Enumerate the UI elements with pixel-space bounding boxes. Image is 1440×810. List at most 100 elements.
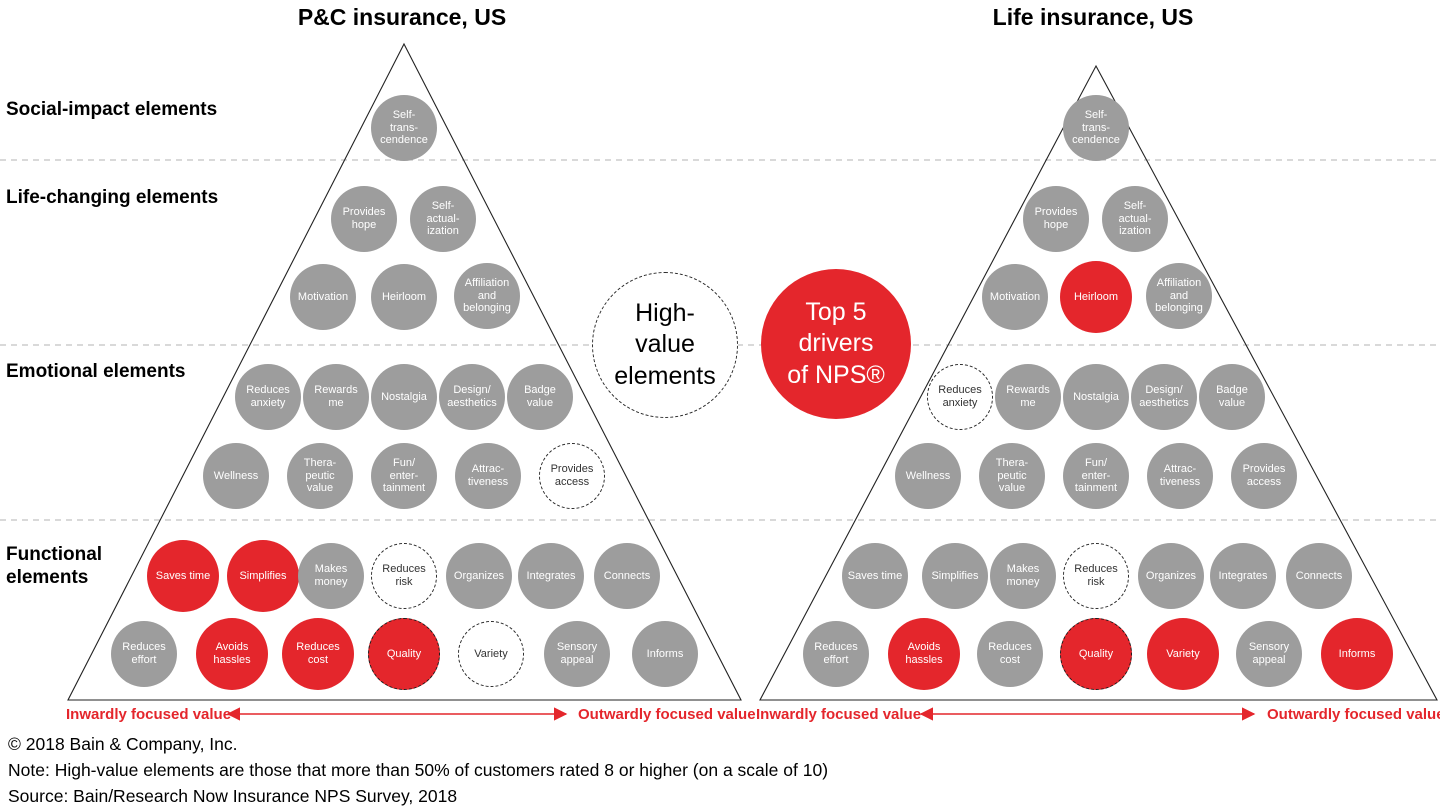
element-label: Quality — [386, 647, 422, 660]
pnc-element-avoids-hassles: Avoids hassles — [196, 618, 268, 690]
element-label: Organizes — [1145, 569, 1197, 582]
life-element-reduces-effort: Reduces effort — [803, 621, 869, 687]
life-element-organizes: Organizes — [1138, 543, 1204, 609]
element-label: Provides hope — [1034, 206, 1078, 231]
element-label: Motivation — [297, 290, 349, 303]
pnc-element-badge-value: Badge value — [507, 364, 573, 430]
element-label: Avoids hassles — [213, 641, 251, 666]
element-label: Badge value — [524, 384, 556, 409]
element-label: Reduces cost — [296, 641, 340, 666]
legend-high-value-elements: High- value elements — [592, 272, 738, 418]
pnc-inward-value-label: Inwardly focused value — [66, 706, 232, 723]
element-label: Reduces risk — [382, 563, 426, 588]
life-element-saves-time: Saves time — [842, 543, 908, 609]
life-element-avoids-hassles: Avoids hassles — [888, 618, 960, 690]
life-element-fun-entertainment: Fun/ enter- tainment — [1063, 443, 1129, 509]
element-label: Thera- peutic value — [995, 456, 1029, 495]
element-label: Saves time — [847, 569, 903, 582]
row-label-functional: Functional elements — [6, 544, 103, 588]
life-element-provides-hope: Provides hope — [1023, 186, 1089, 252]
life-element-self-transcendence: Self- trans- cendence — [1063, 95, 1129, 161]
life-element-simplifies: Simplifies — [922, 543, 988, 609]
element-label: Heirloom — [381, 290, 426, 303]
pnc-pyramid-outline — [67, 42, 742, 701]
element-label: Integrates — [1218, 569, 1268, 582]
pnc-element-therapeutic-value: Thera- peutic value — [287, 443, 353, 509]
copyright-line: © 2018 Bain & Company, Inc. — [8, 734, 238, 754]
life-element-sensory-appeal: Sensory appeal — [1236, 621, 1302, 687]
pnc-element-sensory-appeal: Sensory appeal — [544, 621, 610, 687]
pnc-element-wellness: Wellness — [203, 443, 269, 509]
element-label: Self- actual- ization — [426, 199, 460, 238]
life-element-quality: Quality — [1060, 618, 1132, 690]
element-label: Reduces cost — [988, 641, 1032, 666]
pnc-element-reduces-effort: Reduces effort — [111, 621, 177, 687]
element-label: Variety — [1166, 647, 1200, 660]
pnc-element-organizes: Organizes — [446, 543, 512, 609]
element-label: Self- trans- cendence — [380, 108, 428, 147]
element-label: Self- trans- cendence — [1072, 108, 1120, 147]
element-label: Informs — [646, 647, 684, 660]
element-label: Connects — [603, 569, 651, 582]
life-element-affiliation: Affiliation and belonging — [1146, 263, 1212, 329]
pnc-element-design-aesthetics: Design/ aesthetics — [439, 364, 505, 430]
element-label: Nostalgia — [381, 390, 427, 403]
element-label: Avoids hassles — [905, 641, 943, 666]
life-element-rewards-me: Rewards me — [995, 364, 1061, 430]
element-label: Makes money — [1006, 563, 1040, 588]
life-element-variety: Variety — [1147, 618, 1219, 690]
life-element-integrates: Integrates — [1210, 543, 1276, 609]
element-label: Reduces risk — [1074, 563, 1118, 588]
element-label: Reduces effort — [814, 641, 858, 666]
element-label: Integrates — [526, 569, 576, 582]
pnc-element-fun-entertainment: Fun/ enter- tainment — [371, 443, 437, 509]
pnc-element-nostalgia: Nostalgia — [371, 364, 437, 430]
pnc-element-provides-hope: Provides hope — [331, 186, 397, 252]
life-element-attractiveness: Attrac- tiveness — [1147, 443, 1213, 509]
element-label: Fun/ enter- tainment — [382, 456, 426, 495]
element-label: Wellness — [213, 469, 259, 482]
element-label: Makes money — [314, 563, 348, 588]
legend-top5-nps-drivers: Top 5 drivers of NPS® — [761, 269, 911, 419]
element-label: Variety — [474, 647, 508, 660]
life-element-reduces-anxiety: Reduces anxiety — [927, 364, 993, 430]
life-outward-value-label: Outwardly focused value — [1267, 706, 1440, 723]
element-label: Design/ aesthetics — [1139, 384, 1189, 409]
row-label-emotional: Emotional elements — [6, 361, 186, 382]
element-label: Attrac- tiveness — [1159, 463, 1201, 488]
life-element-wellness: Wellness — [895, 443, 961, 509]
element-label: Rewards me — [1006, 384, 1050, 409]
pnc-element-quality: Quality — [368, 618, 440, 690]
element-label: Fun/ enter- tainment — [1074, 456, 1118, 495]
pnc-element-heirloom: Heirloom — [371, 264, 437, 330]
pnc-element-simplifies: Simplifies — [227, 540, 299, 612]
pnc-element-self-transcendence: Self- trans- cendence — [371, 95, 437, 161]
life-inward-value-label: Inwardly focused value — [756, 706, 922, 723]
element-label: Wellness — [905, 469, 951, 482]
element-label: Badge value — [1216, 384, 1248, 409]
element-label: Thera- peutic value — [303, 456, 337, 495]
life-element-badge-value: Badge value — [1199, 364, 1265, 430]
life-element-provides-access: Provides access — [1231, 443, 1297, 509]
pnc-element-makes-money: Makes money — [298, 543, 364, 609]
pnc-outward-value-label: Outwardly focused value — [578, 706, 756, 723]
element-label: Reduces effort — [122, 641, 166, 666]
element-label: Provides hope — [342, 206, 386, 231]
pnc-pyramid-title: P&C insurance, US — [297, 4, 507, 30]
life-pyramid-title: Life insurance, US — [992, 4, 1194, 30]
life-pyramid-outline — [759, 64, 1438, 701]
element-label: Rewards me — [314, 384, 358, 409]
life-element-motivation: Motivation — [982, 264, 1048, 330]
pnc-element-motivation: Motivation — [290, 264, 356, 330]
pnc-element-saves-time: Saves time — [147, 540, 219, 612]
element-label: Sensory appeal — [1248, 641, 1290, 666]
element-label: Nostalgia — [1073, 390, 1119, 403]
life-element-heirloom: Heirloom — [1060, 261, 1132, 333]
pnc-element-rewards-me: Rewards me — [303, 364, 369, 430]
element-label: Provides access — [550, 463, 594, 488]
element-label: Reduces anxiety — [938, 384, 982, 409]
element-label: Heirloom — [1073, 290, 1118, 303]
pnc-element-reduces-anxiety: Reduces anxiety — [235, 364, 301, 430]
pnc-element-reduces-risk: Reduces risk — [371, 543, 437, 609]
